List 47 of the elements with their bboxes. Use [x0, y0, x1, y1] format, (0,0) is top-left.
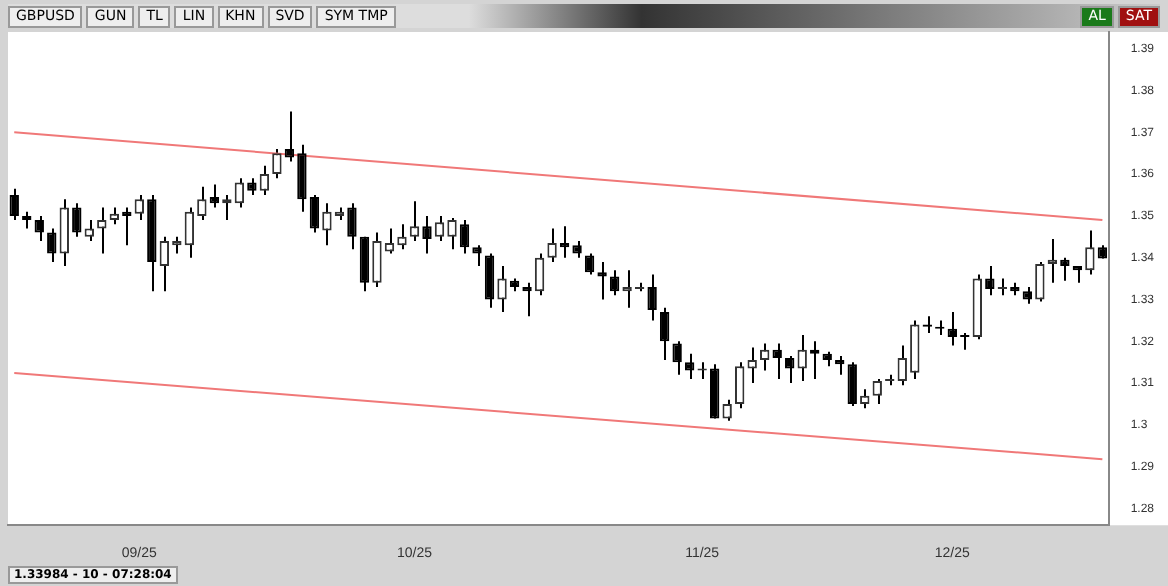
candlestick: [597, 260, 607, 301]
candlestick: [47, 227, 57, 263]
candlestick: [197, 185, 207, 222]
candlestick: [34, 214, 44, 242]
candlestick: [59, 198, 69, 268]
candlestick: [309, 194, 320, 234]
candlestick: [672, 340, 682, 376]
candlestick: [910, 319, 920, 380]
candlestick: [9, 187, 19, 222]
candlestick: [84, 219, 94, 242]
candlestick: [534, 252, 545, 297]
candlestick: [659, 306, 670, 362]
candlestick: [322, 202, 332, 247]
candlestick: [159, 235, 170, 293]
candlestick: [184, 206, 195, 259]
candlestick: [897, 344, 907, 387]
candlestick: [234, 177, 245, 209]
candlestick: [1085, 229, 1095, 276]
candlestick: [985, 265, 995, 297]
candlestick: [847, 361, 857, 408]
candlestick: [459, 219, 470, 255]
candlestick: [359, 235, 370, 293]
candlestick: [1060, 256, 1070, 282]
candlestick: [272, 148, 282, 180]
candlestick: [734, 361, 745, 410]
candlestick: [684, 352, 695, 380]
candlestick: [372, 231, 382, 288]
candlestick: [472, 244, 482, 268]
candlestick: [397, 223, 407, 251]
candlestick: [1035, 260, 1045, 303]
candlestick: [72, 202, 82, 238]
candlestick: [497, 265, 507, 314]
candlestick: [134, 194, 145, 222]
candlestick: [434, 214, 445, 242]
candlestick: [259, 164, 270, 197]
candlestick: [297, 143, 307, 213]
candlestick: [747, 346, 757, 385]
candlestick: [447, 217, 457, 251]
candlestick: [647, 273, 657, 322]
candlestick: [722, 398, 732, 422]
candlestick: [872, 377, 882, 405]
candlestick: [547, 227, 557, 263]
candlestick: [422, 214, 432, 255]
candlestick: [709, 363, 720, 420]
candlestick: [409, 200, 420, 242]
candlestick: [347, 202, 357, 251]
candlestick: [484, 252, 495, 309]
